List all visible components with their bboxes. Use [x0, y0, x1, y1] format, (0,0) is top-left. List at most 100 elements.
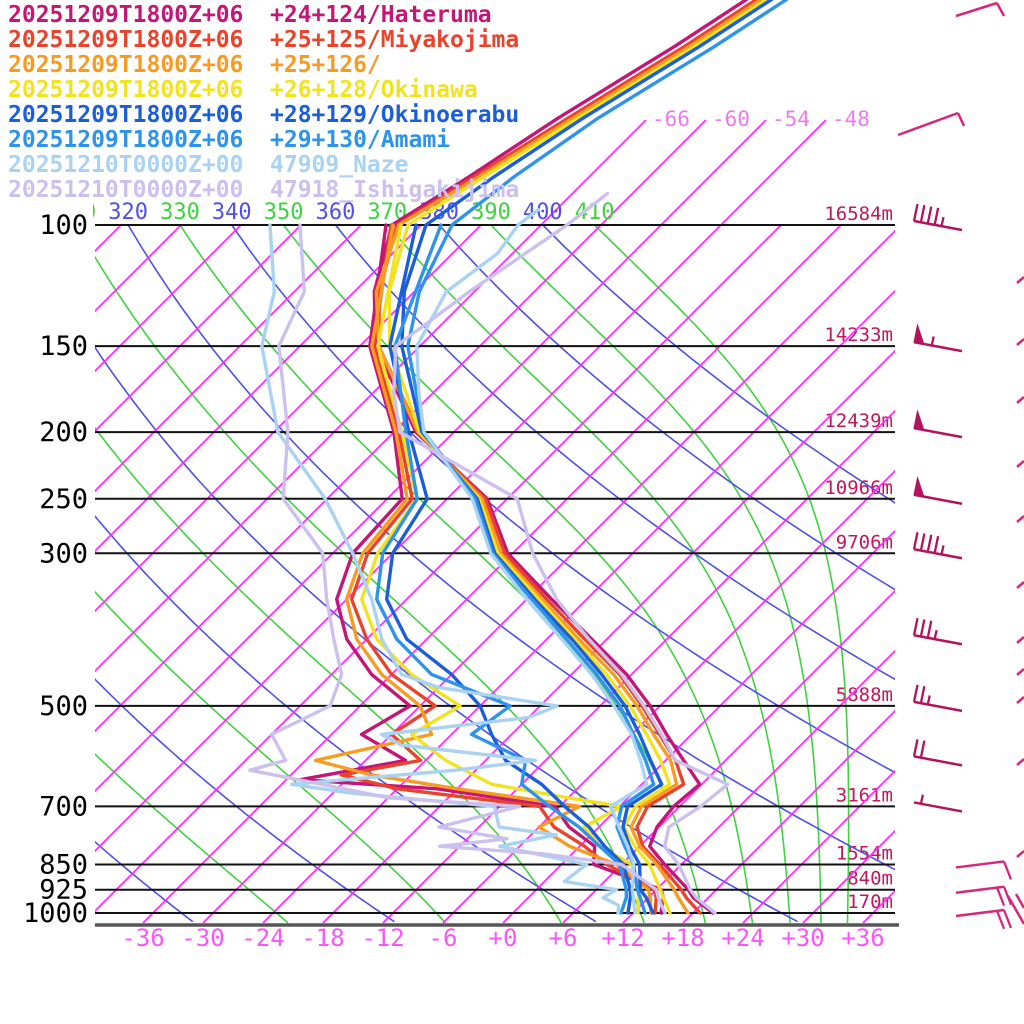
temp-label-bottom--30: -30	[181, 924, 224, 952]
legend-station: +28+129/Okinoerabu	[270, 102, 520, 128]
wind-barb-400	[912, 617, 963, 646]
legend-station: +25+126/	[270, 52, 381, 78]
extended-isotherms-group	[540, 119, 827, 226]
barb-full	[995, 887, 1006, 906]
theta-label-360: 360	[316, 200, 356, 225]
barb-staff	[955, 908, 1005, 918]
theta-label-340: 340	[212, 200, 252, 225]
moist-adiabat-390	[490, 225, 822, 923]
barb-full	[919, 619, 926, 637]
barb-half	[940, 216, 945, 227]
dewpoint-curve-hateruma	[298, 223, 665, 915]
soundings-group	[248, 0, 789, 915]
isotherm--54	[95, 225, 662, 793]
legend-item-4: 20251209T1800Z+06 +26+128/Okinawa	[8, 77, 478, 103]
height-label-200: 12439m	[824, 410, 893, 432]
barb-pennant	[913, 323, 925, 345]
isotherm--36	[142, 225, 842, 923]
isotherm--30	[202, 229, 895, 923]
legend-station: +26+128/Okinawa	[270, 77, 478, 103]
barb-pennant	[913, 475, 925, 498]
temp-curve-okinoerabu	[400, 0, 774, 915]
edge-barb-bottom-1	[1006, 895, 1024, 925]
edge-barb-mark-9	[1016, 758, 1024, 766]
moist-adiabat-270	[95, 590, 446, 923]
dry-adiabats-group	[95, 225, 895, 923]
edge-barb-mark-5	[1016, 581, 1024, 589]
barb-full	[1002, 886, 1013, 906]
temp-label-bottom--36: -36	[121, 924, 164, 952]
wind-barb-70	[897, 111, 966, 137]
wind-barb-250	[913, 475, 963, 506]
barb-full	[1002, 909, 1013, 929]
wind-barb-300	[912, 532, 963, 560]
temp-label-top--60: -60	[712, 107, 750, 131]
legend-time: 20251209T1800Z+06	[8, 27, 244, 53]
legend-item-3: 20251209T1800Z+06 +25+126/	[8, 52, 381, 78]
edge-barb-column	[955, 1, 1024, 925]
temp-label-bottom--12: -12	[361, 924, 404, 952]
theta-label-350: 350	[264, 200, 304, 225]
pressure-label-925: 925	[39, 875, 88, 906]
pressure-label-700: 700	[39, 791, 88, 822]
barb-staff	[955, 885, 1005, 894]
height-label-1000: 170m	[847, 891, 893, 913]
temp-label-bottom-18: +18	[661, 924, 704, 952]
moist-adiabat-330	[179, 225, 707, 923]
wind-barb-600	[912, 739, 963, 767]
moist-adiabat-410	[593, 225, 850, 923]
moist-adiabats-group	[95, 225, 850, 923]
temp-label-bottom--24: -24	[241, 924, 284, 952]
pressure-label-850: 850	[39, 849, 88, 880]
legend-item-2: 20251209T1800Z+06 +25+125/Miyakojima	[8, 27, 519, 53]
legend-time: 20251209T1800Z+06	[8, 52, 244, 78]
legend-time: 20251210T0000Z+00	[8, 177, 244, 203]
edge-barb-top-tick	[995, 2, 1006, 17]
temp-label-top--48: -48	[832, 107, 870, 131]
edge-barb-mark-7	[1016, 668, 1024, 676]
dry-adiabat-260	[95, 678, 395, 923]
barb-full	[933, 535, 940, 554]
pressure-lines-group	[95, 224, 899, 927]
barb-full	[926, 206, 933, 224]
barb-full	[919, 740, 926, 758]
legend-item-7: 20251210T0000Z+00 47909_Naze	[8, 152, 408, 178]
barb-half	[956, 112, 966, 127]
wind-barb-150	[913, 323, 963, 353]
temp-curve-plus25plus126	[374, 0, 764, 915]
temp-label-bottom-12: +12	[601, 924, 644, 952]
isotherm--6	[442, 469, 895, 923]
theta-label-400: 400	[523, 200, 563, 225]
wind-barb-700	[913, 794, 963, 813]
barb-full	[919, 533, 926, 551]
moist-adiabat-250	[95, 753, 289, 923]
wind-barb-100	[912, 203, 963, 232]
barb-full	[926, 620, 933, 639]
height-label-100: 16584m	[824, 203, 893, 225]
temp-label-bottom--6: -6	[429, 924, 458, 952]
isotherm--96	[95, 225, 242, 373]
isotherm--102	[95, 225, 182, 313]
barb-full	[912, 684, 919, 703]
barb-half	[930, 336, 935, 346]
edge-barb-mark-6	[1016, 636, 1024, 644]
pressure-label-150: 150	[39, 331, 88, 362]
legend-station: +29+130/Amami	[270, 127, 451, 153]
moist-adiabat-370	[386, 225, 791, 923]
dry-adiabat-360	[334, 225, 895, 681]
barb-staff	[897, 111, 959, 137]
barb-full	[995, 910, 1006, 930]
legend-time: 20251209T1800Z+06	[8, 77, 244, 103]
legend-time: 20251209T1800Z+06	[8, 2, 244, 28]
edge-barb-mark-4	[1016, 515, 1024, 523]
barb-full	[919, 205, 926, 223]
dewpoint-curve-ishigakijima	[248, 223, 667, 915]
legend-item-8: 20251210T0000Z+00 47918_Ishigakijima	[8, 177, 519, 203]
pressure-label-250: 250	[39, 484, 88, 515]
temp-curve-ishigakijima	[392, 191, 730, 915]
legend-time: 20251209T1800Z+06	[8, 102, 244, 128]
height-label-500: 5888m	[836, 684, 893, 706]
